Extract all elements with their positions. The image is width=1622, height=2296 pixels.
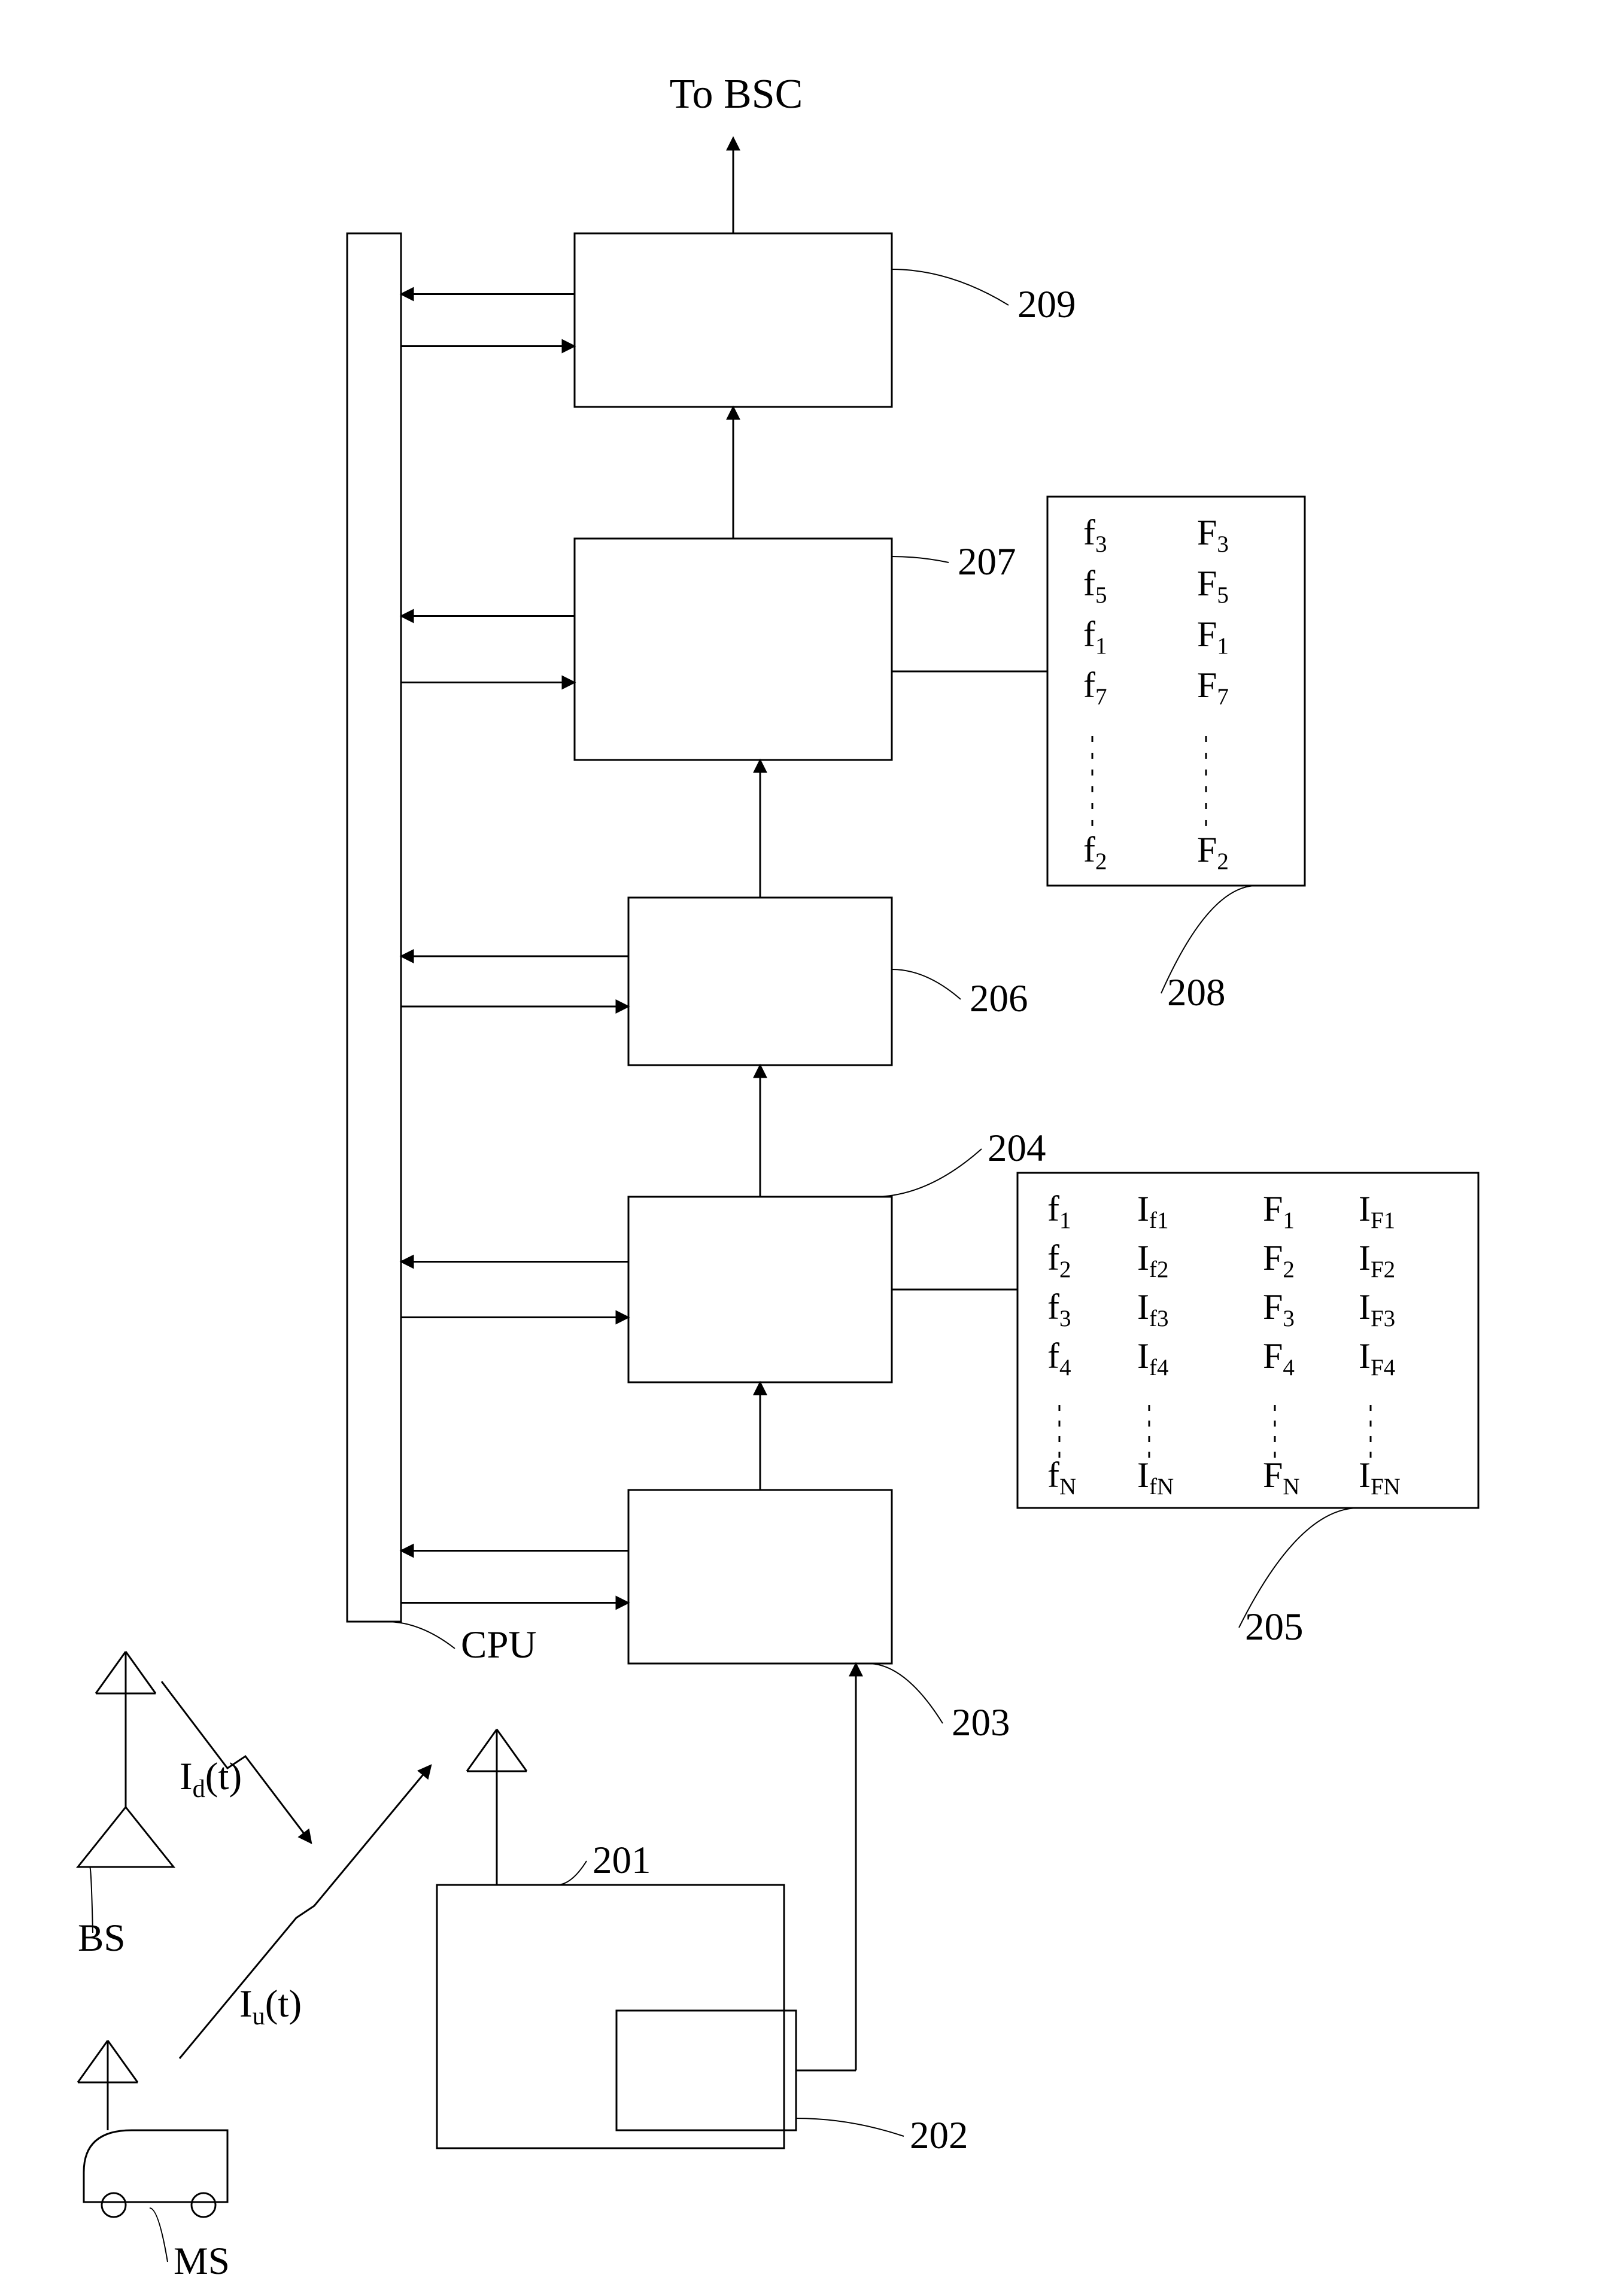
t205-cell: F4 bbox=[1263, 1336, 1295, 1380]
t205-cell: fN bbox=[1047, 1455, 1076, 1500]
t205-cell: f3 bbox=[1047, 1287, 1071, 1331]
signal-iu: Iu(t) bbox=[239, 1982, 302, 2030]
block-204 bbox=[628, 1197, 892, 1382]
t208-cell: F5 bbox=[1197, 564, 1229, 608]
leader-204 bbox=[874, 1149, 982, 1197]
t208-cell: f1 bbox=[1083, 615, 1107, 659]
radio-link bbox=[180, 1765, 431, 2058]
ref-205: 205 bbox=[1245, 1605, 1304, 1649]
t205-cell: F1 bbox=[1263, 1189, 1295, 1233]
cpu-leader bbox=[386, 1622, 455, 1649]
leader-207 bbox=[892, 556, 949, 562]
t205-cell: IF4 bbox=[1359, 1336, 1395, 1380]
ms-leader bbox=[150, 2208, 168, 2262]
t205-cell: If4 bbox=[1137, 1336, 1168, 1380]
t208-cell: f3 bbox=[1083, 513, 1107, 557]
ms-vehicle bbox=[84, 2130, 227, 2202]
t208-cell: f7 bbox=[1083, 665, 1107, 710]
ref-208: 208 bbox=[1167, 971, 1226, 1014]
t205-cell: IF3 bbox=[1359, 1287, 1395, 1331]
t208-cell: F1 bbox=[1197, 615, 1229, 659]
cpu-label: CPU bbox=[461, 1623, 536, 1666]
t205-cell: If2 bbox=[1137, 1238, 1168, 1282]
ref-201: 201 bbox=[593, 1839, 651, 1882]
t205-cell: f1 bbox=[1047, 1189, 1071, 1233]
t205-cell: f4 bbox=[1047, 1336, 1071, 1380]
ref-207: 207 bbox=[958, 540, 1016, 583]
block-203 bbox=[628, 1490, 892, 1664]
t208-cell: f5 bbox=[1083, 564, 1107, 608]
t205-cell: f2 bbox=[1047, 1238, 1071, 1282]
bs-label: BS bbox=[78, 1917, 126, 1960]
table-205 bbox=[1017, 1173, 1478, 1508]
t205-cell: FN bbox=[1263, 1455, 1300, 1500]
leader-209 bbox=[892, 269, 1009, 305]
t208-cell: F3 bbox=[1197, 513, 1229, 557]
ref-203: 203 bbox=[952, 1701, 1010, 1744]
block-209 bbox=[575, 233, 892, 407]
ref-209: 209 bbox=[1017, 283, 1076, 326]
t208-cell: F7 bbox=[1197, 665, 1229, 710]
leader-203 bbox=[868, 1664, 943, 1723]
t208-cell: f2 bbox=[1083, 830, 1107, 874]
leader-202 bbox=[796, 2118, 904, 2136]
bs-base bbox=[78, 1807, 174, 1867]
ref-202: 202 bbox=[910, 2114, 968, 2157]
t205-cell: F2 bbox=[1263, 1238, 1295, 1282]
t205-cell: IfN bbox=[1137, 1455, 1174, 1500]
t205-cell: IF2 bbox=[1359, 1238, 1395, 1282]
ref-206: 206 bbox=[970, 977, 1028, 1020]
t205-cell: If3 bbox=[1137, 1287, 1168, 1331]
t205-cell: IF1 bbox=[1359, 1189, 1395, 1233]
signal-id: Id(t) bbox=[180, 1755, 242, 1803]
t205-cell: If1 bbox=[1137, 1189, 1168, 1233]
ref-204: 204 bbox=[988, 1127, 1046, 1170]
top-label: To BSC bbox=[670, 71, 803, 117]
block-202 bbox=[616, 2011, 796, 2130]
t205-cell: IFN bbox=[1359, 1455, 1401, 1500]
leader-206 bbox=[892, 969, 961, 999]
cpu-bar bbox=[347, 233, 401, 1622]
leader-201 bbox=[557, 1861, 587, 1885]
ms-label: MS bbox=[174, 2240, 230, 2283]
block-201 bbox=[437, 1885, 784, 2148]
t208-cell: F2 bbox=[1197, 830, 1229, 874]
t205-cell: F3 bbox=[1263, 1287, 1295, 1331]
block-206 bbox=[628, 898, 892, 1065]
block-207 bbox=[575, 539, 892, 760]
